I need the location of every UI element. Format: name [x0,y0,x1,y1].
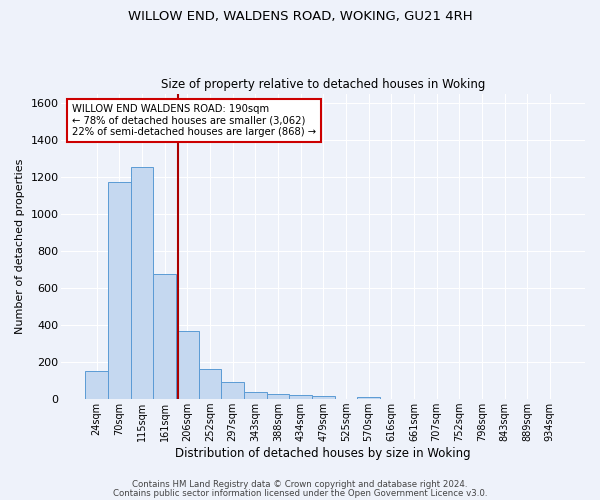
Bar [85,372,108,399]
Bar [221,382,244,399]
Bar [108,182,131,399]
Bar [176,330,199,399]
X-axis label: Distribution of detached houses by size in Woking: Distribution of detached houses by size … [175,447,471,460]
Text: WILLOW END, WALDENS ROAD, WOKING, GU21 4RH: WILLOW END, WALDENS ROAD, WOKING, GU21 4… [128,10,472,23]
Title: Size of property relative to detached houses in Woking: Size of property relative to detached ho… [161,78,485,91]
Bar [289,396,312,399]
Text: Contains HM Land Registry data © Crown copyright and database right 2024.: Contains HM Land Registry data © Crown c… [132,480,468,489]
Bar [199,368,221,399]
Text: WILLOW END WALDENS ROAD: 190sqm
← 78% of detached houses are smaller (3,062)
22%: WILLOW END WALDENS ROAD: 190sqm ← 78% of… [72,104,316,138]
Bar [244,392,266,399]
Bar [357,397,380,399]
Bar [131,166,153,399]
Bar [153,274,176,399]
Y-axis label: Number of detached properties: Number of detached properties [15,158,25,334]
Bar [312,396,335,399]
Text: Contains public sector information licensed under the Open Government Licence v3: Contains public sector information licen… [113,488,487,498]
Bar [266,394,289,399]
